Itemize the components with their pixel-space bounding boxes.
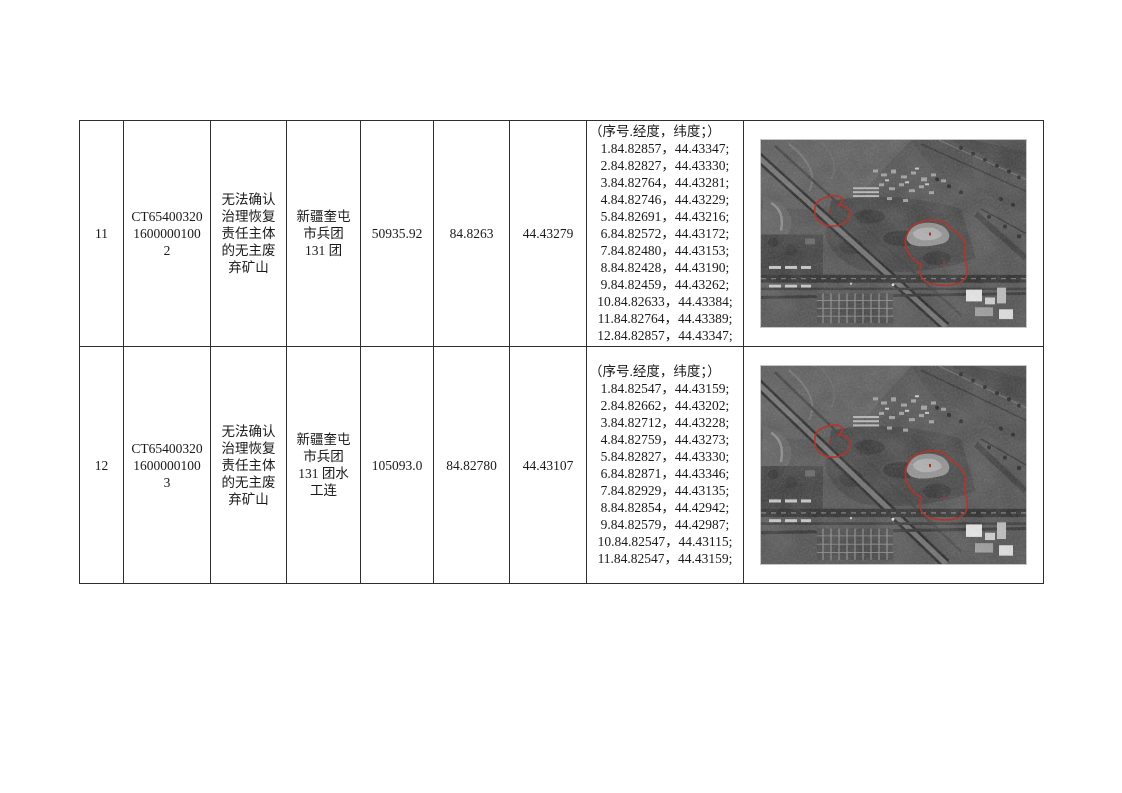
location-cell: 新疆奎屯 市兵团 131 团 bbox=[286, 120, 361, 347]
table-row: 11 CT65400320 1600000100 2 无法确认 治理恢复 责任主… bbox=[79, 120, 1044, 347]
seq-cell: 11 bbox=[79, 120, 124, 347]
seq-cell: 12 bbox=[79, 346, 124, 584]
area-cell: 50935.92 bbox=[360, 120, 434, 347]
satellite-image bbox=[760, 365, 1027, 565]
satellite-image-cell bbox=[743, 120, 1044, 347]
location-cell: 新疆奎屯 市兵团 131 团水 工连 bbox=[286, 346, 361, 584]
latitude-cell: 44.43107 bbox=[509, 346, 587, 584]
satellite-image bbox=[760, 139, 1027, 328]
boundary-coords-cell: （序号.经度，纬度；） 1.84.82857，44.43347; 2.84.828… bbox=[586, 120, 744, 347]
table-row: 12 CT65400320 1600000100 3 无法确认 治理恢复 责任主… bbox=[79, 346, 1044, 584]
coords-header: （序号.经度，纬度；） bbox=[589, 124, 721, 139]
latitude-cell: 44.43279 bbox=[509, 120, 587, 347]
coords-list: 1.84.82857，44.43347; 2.84.82827，44.43330… bbox=[597, 141, 733, 343]
coords-header: （序号.经度，纬度；） bbox=[589, 364, 721, 379]
longitude-cell: 84.8263 bbox=[433, 120, 510, 347]
project-id-cell: CT65400320 1600000100 2 bbox=[123, 120, 211, 347]
mine-type-cell: 无法确认 治理恢复 责任主体 的无主废 弃矿山 bbox=[210, 346, 287, 584]
boundary-coords-cell: （序号.经度，纬度；） 1.84.82547，44.43159; 2.84.826… bbox=[586, 346, 744, 584]
area-cell: 105093.0 bbox=[360, 346, 434, 584]
mine-records-table: 11 CT65400320 1600000100 2 无法确认 治理恢复 责任主… bbox=[79, 120, 1044, 584]
project-id-cell: CT65400320 1600000100 3 bbox=[123, 346, 211, 584]
longitude-cell: 84.82780 bbox=[433, 346, 510, 584]
satellite-image-cell bbox=[743, 346, 1044, 584]
mine-type-cell: 无法确认 治理恢复 责任主体 的无主废 弃矿山 bbox=[210, 120, 287, 347]
coords-list: 1.84.82547，44.43159; 2.84.82662，44.43202… bbox=[597, 381, 733, 566]
